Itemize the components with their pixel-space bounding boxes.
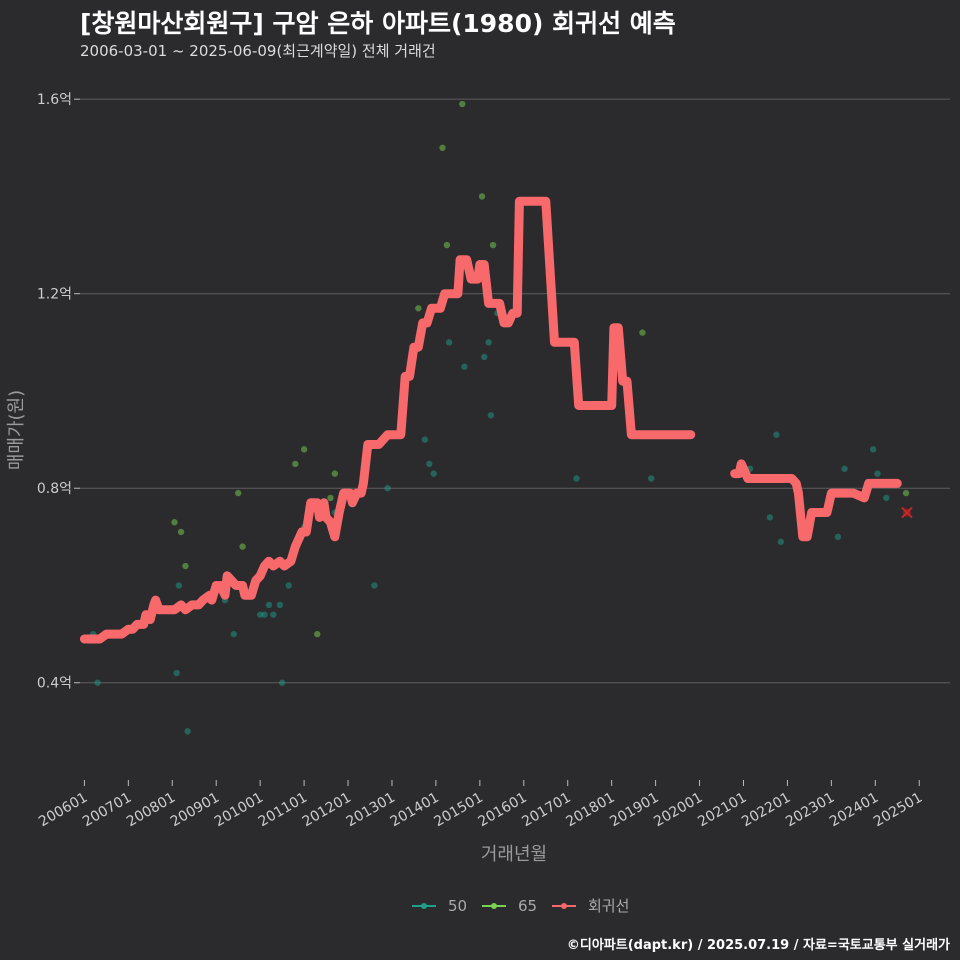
data-point-50 (261, 611, 268, 618)
data-point-65 (300, 446, 308, 453)
x-tick-label: 200601 (36, 790, 90, 831)
data-point-65 (459, 100, 466, 108)
data-point-50 (173, 669, 180, 677)
x-tick-label: 201301 (344, 790, 398, 831)
x-tick-label: 202501 (871, 790, 925, 831)
y-tick-label: 0.4억 (37, 676, 72, 692)
y-axis-tick-labels: 0.4억 0.8억 1.2억 1.6억 (37, 92, 72, 692)
x-tick-label: 201101 (256, 790, 310, 831)
data-point-65 (415, 305, 422, 312)
data-point-50 (230, 630, 237, 638)
x-axis-ticks (83, 780, 920, 786)
data-point-50 (256, 611, 264, 618)
data-point-50 (371, 582, 378, 589)
data-point-50 (278, 679, 286, 686)
forecast-marker (901, 506, 913, 519)
y-tick-label: 1.6억 (37, 92, 72, 108)
x-tick-label: 200801 (124, 790, 178, 831)
y-tick-label: 0.8억 (37, 481, 72, 497)
legend-label: 65 (518, 897, 537, 915)
x-tick-label: 201701 (519, 790, 573, 831)
legend-label: 회귀선 (588, 897, 629, 915)
regression-line-segment (79, 196, 696, 644)
data-point-65 (182, 562, 189, 570)
data-point-50 (265, 601, 273, 609)
data-point-50 (184, 728, 191, 735)
data-point-50 (773, 431, 780, 438)
data-point-65 (902, 489, 910, 497)
data-point-65 (239, 543, 246, 550)
forecast-marker-stroke (901, 506, 913, 519)
chart-subtitle: 2006-03-01 ~ 2025-06-09(최근계약일) 전체 거래건 (80, 42, 436, 60)
data-point-50 (573, 475, 580, 482)
y-tick-label: 1.2억 (37, 287, 72, 303)
x-tick-label: 201801 (563, 790, 617, 831)
x-tick-label: 202001 (651, 790, 705, 831)
x-tick-label: 200901 (168, 790, 222, 831)
chart-title: [창원마산회원구] 구암 은하 아파트(1980) 회귀선 예측 (80, 9, 676, 38)
data-point-50 (766, 514, 774, 521)
data-point-50 (175, 582, 183, 589)
x-tick-label: 201201 (300, 790, 354, 831)
data-point-50 (285, 582, 292, 589)
data-point-65 (292, 460, 299, 468)
regression-lines (79, 196, 902, 644)
data-point-65 (639, 329, 646, 336)
x-axis-tick-labels: 2006012007012008012009012010012011012012… (36, 790, 925, 831)
data-point-50 (485, 339, 492, 346)
y-axis-label: 매매가(원) (6, 390, 27, 470)
data-point-50 (445, 339, 453, 346)
data-point-50 (487, 412, 495, 419)
data-point-50 (834, 533, 842, 541)
data-point-65 (443, 241, 451, 249)
data-point-50 (777, 538, 785, 545)
x-tick-label: 202201 (739, 790, 793, 831)
data-point-50 (869, 446, 877, 453)
data-point-50 (94, 679, 101, 686)
data-point-65 (439, 144, 446, 152)
legend-label: 50 (448, 897, 467, 915)
data-point-65 (171, 519, 178, 526)
data-point-50 (874, 470, 881, 477)
x-tick-label: 202401 (827, 790, 881, 831)
legend-key-dot (491, 903, 497, 909)
legend-key-dot (561, 903, 567, 909)
x-tick-label: 201501 (432, 790, 486, 831)
data-point-65 (234, 489, 242, 497)
x-tick-label: 201001 (212, 790, 266, 831)
data-point-65 (331, 470, 339, 477)
data-point-50 (384, 485, 391, 492)
x-tick-label: 202101 (695, 790, 749, 831)
data-point-50 (430, 470, 437, 477)
data-point-65 (478, 193, 486, 200)
data-point-50 (426, 460, 433, 468)
data-point-50 (841, 465, 848, 472)
data-point-50 (481, 353, 488, 361)
data-point-65 (489, 241, 497, 249)
source-credit: ©디아파트(dapt.kr) / 2025.07.19 / 자료=국토교통부 실… (566, 938, 950, 953)
legend: 50 65 회귀선 (412, 897, 629, 915)
x-tick-label: 202301 (783, 790, 837, 831)
legend-key-dot (421, 903, 427, 909)
scatter-points (89, 100, 910, 735)
regression-line-segment (730, 459, 902, 542)
data-point-50 (421, 436, 429, 443)
x-tick-label: 201401 (388, 790, 442, 831)
data-point-50 (270, 611, 277, 618)
data-point-50 (276, 601, 284, 609)
x-tick-label: 201901 (607, 790, 661, 831)
data-point-50 (461, 363, 468, 370)
data-point-65 (327, 494, 334, 502)
data-point-50 (883, 494, 890, 502)
data-point-65 (177, 528, 185, 536)
x-axis-label: 거래년월 (481, 844, 547, 865)
data-point-65 (314, 630, 321, 638)
x-tick-label: 201601 (475, 790, 529, 831)
x-tick-label: 200701 (80, 790, 134, 831)
data-point-50 (648, 475, 655, 482)
